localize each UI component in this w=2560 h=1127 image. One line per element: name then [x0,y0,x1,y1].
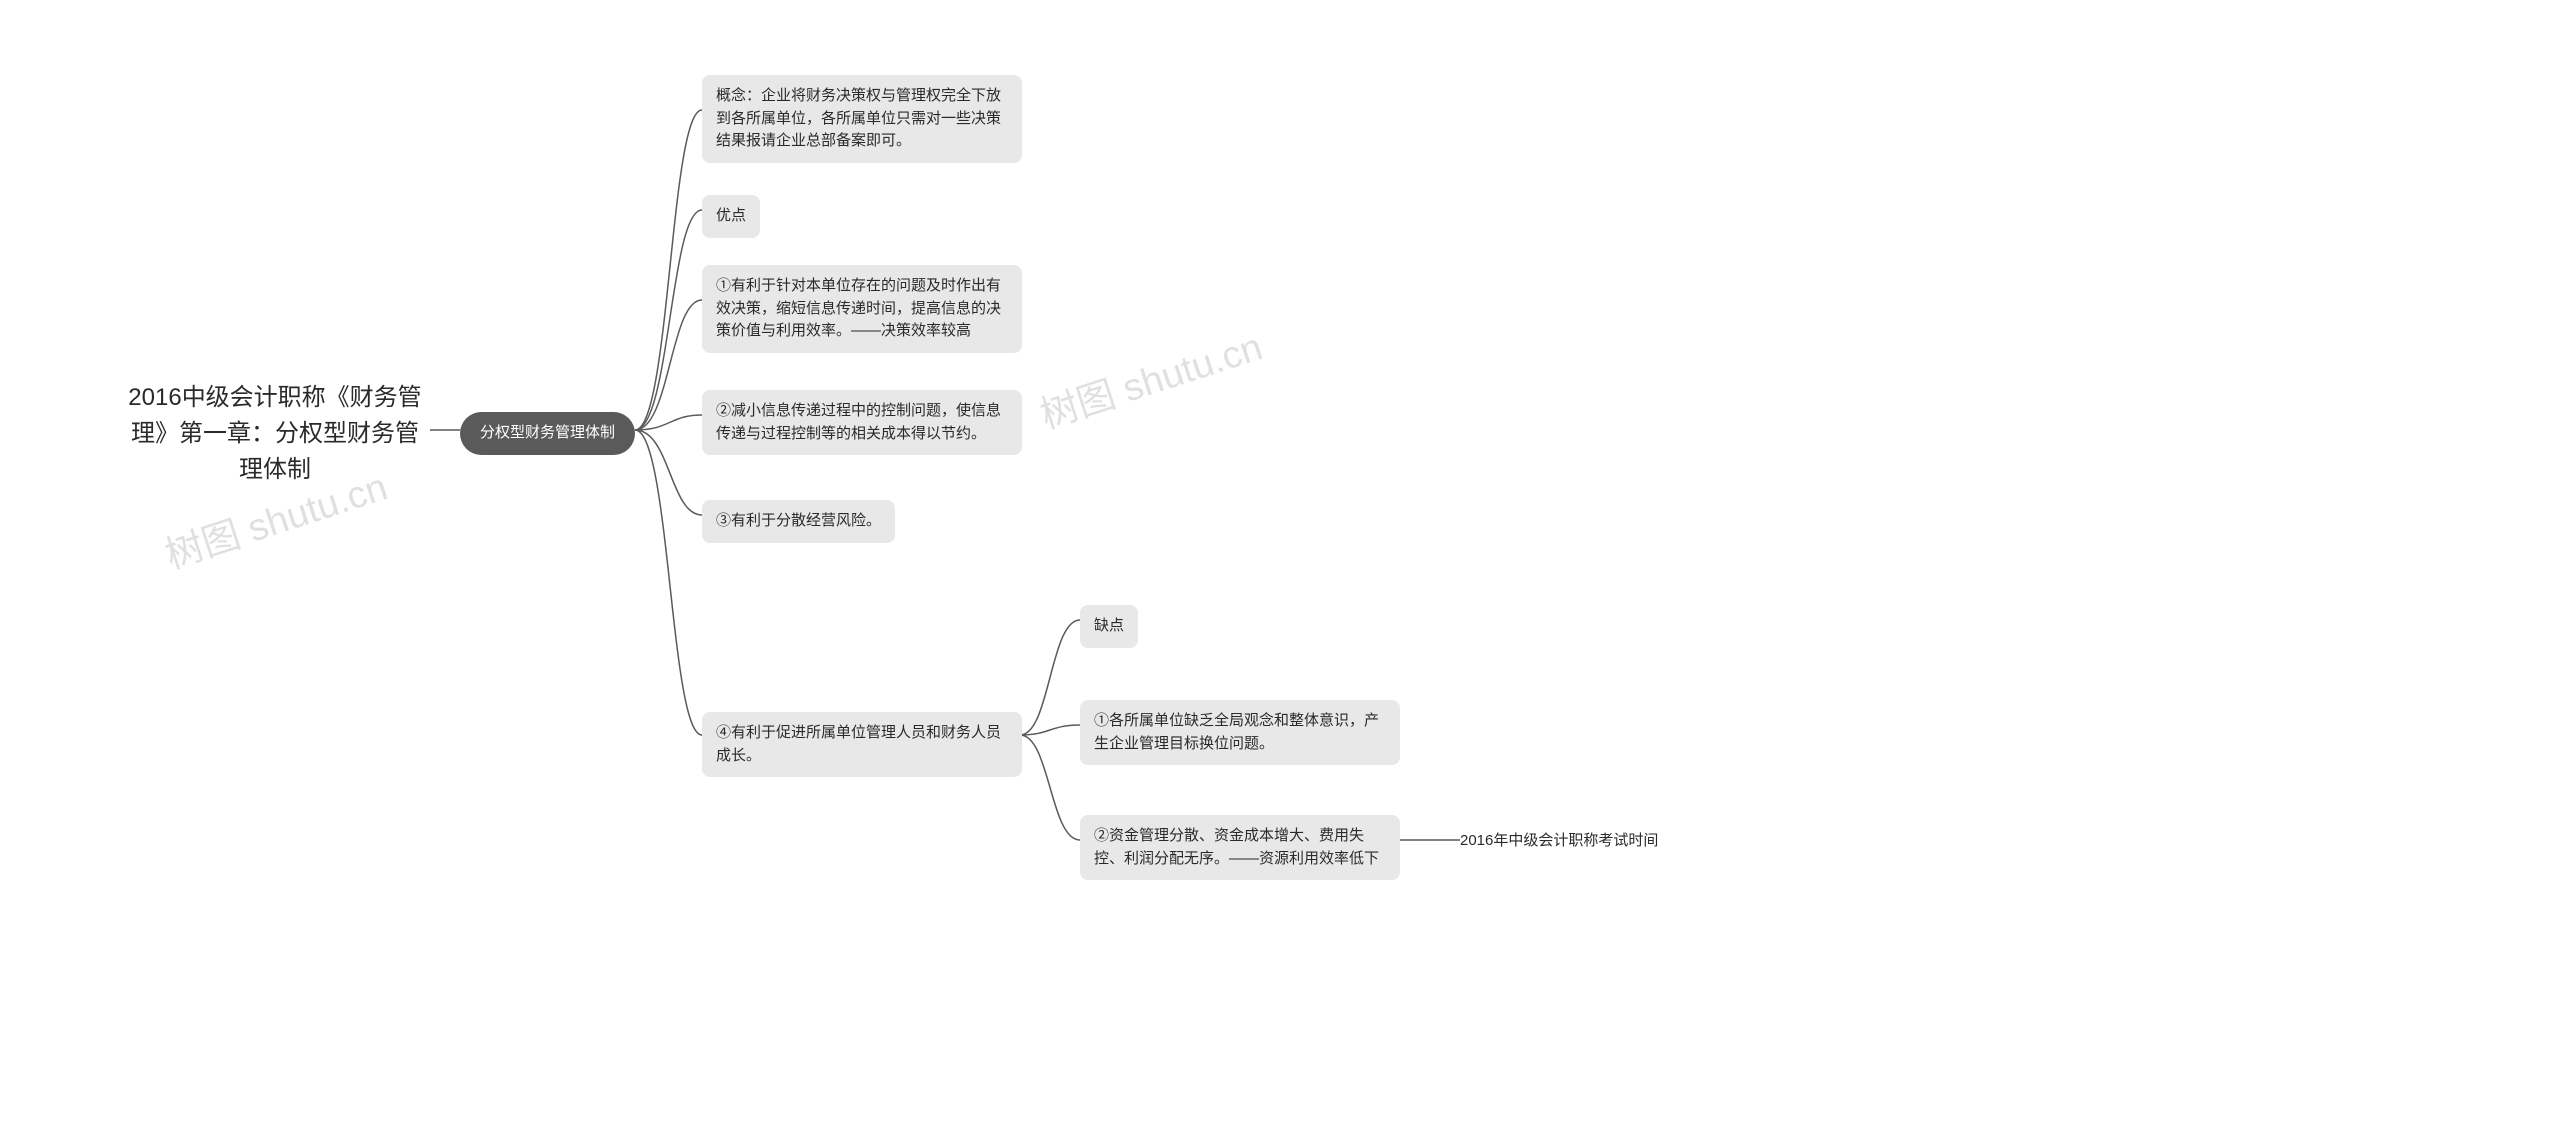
level2-node-adv2: ②减小信息传递过程中的控制问题，使信息传递与过程控制等的相关成本得以节约。 [702,390,1022,455]
level3-node-disadvantages: 缺点 [1080,605,1138,648]
connector-lines [0,0,2560,1127]
level2-node-adv1: ①有利于针对本单位存在的问题及时作出有效决策，缩短信息传递时间，提高信息的决策价… [702,265,1022,353]
level2-node-advantages: 优点 [702,195,760,238]
level2-node-concept: 概念：企业将财务决策权与管理权完全下放到各所属单位，各所属单位只需对一些决策结果… [702,75,1022,163]
level3-node-dis1: ①各所属单位缺乏全局观念和整体意识，产生企业管理目标换位问题。 [1080,700,1400,765]
watermark: 树图 shutu.cn [1032,316,1268,439]
level4-node: 2016年中级会计职称考试时间 [1460,830,1658,853]
level2-node-adv4: ④有利于促进所属单位管理人员和财务人员成长。 [702,712,1022,777]
level3-node-dis2: ②资金管理分散、资金成本增大、费用失控、利润分配无序。——资源利用效率低下 [1080,815,1400,880]
level2-node-adv3: ③有利于分散经营风险。 [702,500,895,543]
root-node: 2016中级会计职称《财务管理》第一章：分权型财务管理体制 [120,380,430,488]
level1-node: 分权型财务管理体制 [460,412,635,455]
